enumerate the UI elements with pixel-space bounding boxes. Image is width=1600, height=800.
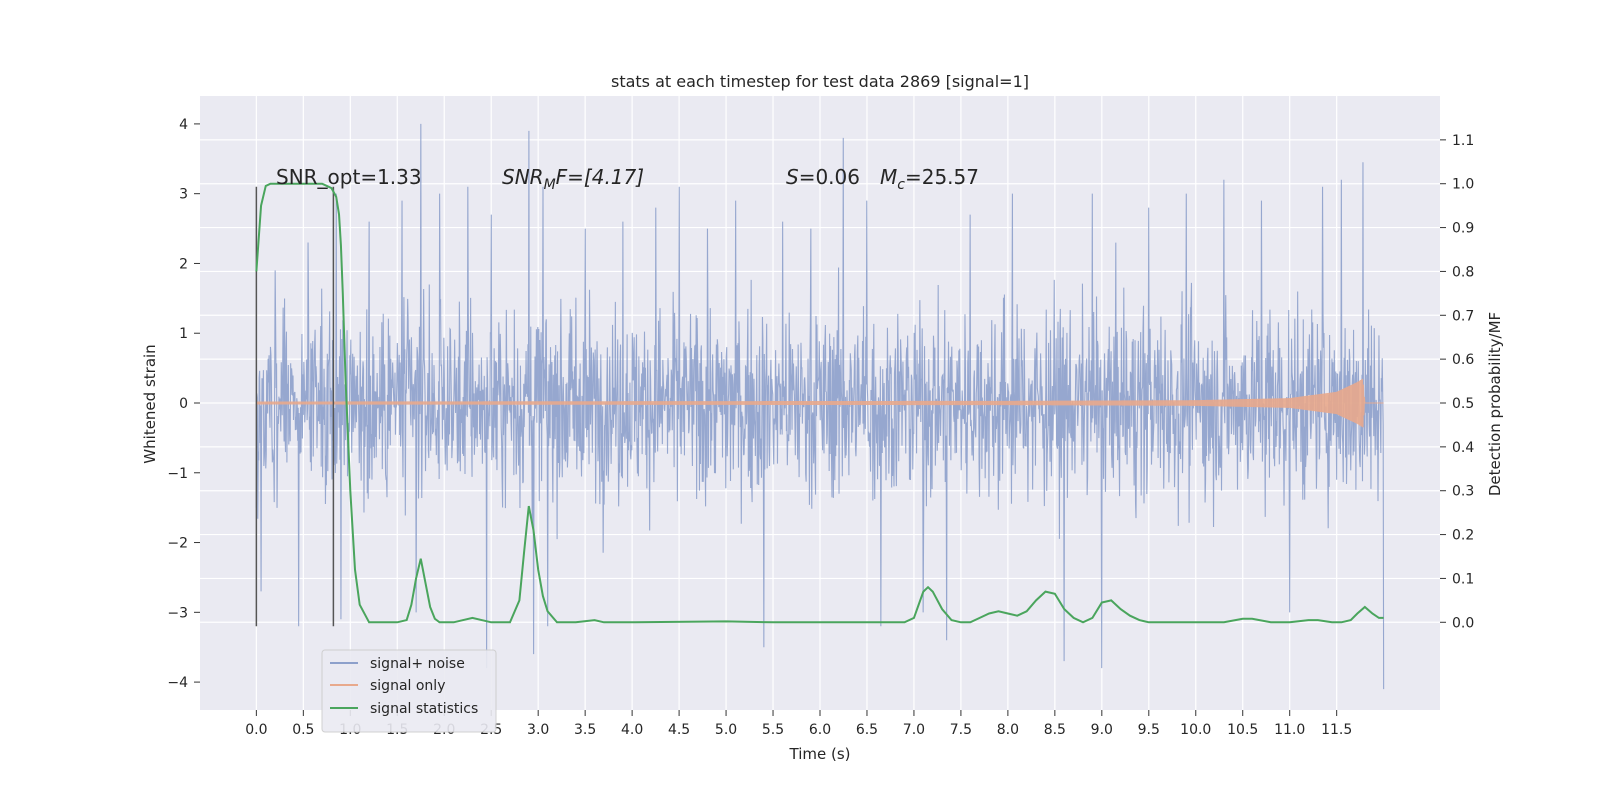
right-y-tick-label: 0.5: [1452, 396, 1474, 412]
x-tick-label: 7.0: [903, 722, 925, 738]
left-y-axis-ticks: −4 −3 −2 −1 0 1 2 3 4: [167, 117, 200, 691]
x-tick-label: 0.5: [292, 722, 314, 738]
legend-box: [321, 649, 497, 733]
right-y-tick-label: 0.2: [1452, 528, 1474, 544]
right-y-tick-label: 1.1: [1452, 133, 1474, 149]
right-y-tick-label: 1.0: [1452, 177, 1474, 193]
signal-noise-series: [255, 123, 1385, 690]
signal-statistics-series: [255, 182, 1384, 624]
x-tick-label: 9.5: [1138, 722, 1160, 738]
y-axis-label: Whitened strain: [141, 344, 159, 463]
legend-label-statistics: signal statistics: [370, 701, 478, 717]
signal-only-series: [255, 378, 1384, 428]
annotation-mc-rest: =25.57: [905, 165, 979, 189]
x-tick-label: 9.0: [1091, 722, 1113, 738]
chart-title: stats at each timestep for test data 286…: [611, 72, 1029, 91]
right-y-tick-label: 0.8: [1452, 264, 1474, 280]
y-tick-label: 4: [179, 117, 188, 133]
annotation-s-main: S: [786, 165, 799, 189]
legend-label-noise: signal+ noise: [370, 656, 465, 672]
y-tick-label: 1: [179, 326, 188, 342]
y-tick-label: 3: [179, 187, 188, 203]
y-tick-label: 2: [179, 256, 188, 272]
right-y-axis-ticks: 0.0 0.1 0.2 0.3 0.4 0.5 0.6 0.7 0.8 0.9 1.0 1.1: [1440, 133, 1474, 631]
annotation-s: S=0.06: [786, 165, 860, 189]
right-y-tick-label: 0.6: [1452, 352, 1474, 368]
signal-only-line: [255, 378, 1384, 428]
legend: signal+ noise signal only signal statist…: [321, 649, 497, 733]
right-y-tick-label: 0.1: [1452, 571, 1474, 587]
x-tick-label: 5.0: [715, 722, 737, 738]
signal-noise-line: [255, 123, 1385, 690]
x-tick-label: 4.5: [668, 722, 690, 738]
x-tick-label: 0.0: [245, 722, 267, 738]
y-tick-label: −3: [167, 605, 188, 621]
annotation-mc-sub: c: [897, 177, 905, 193]
right-y-tick-label: 0.0: [1452, 615, 1474, 631]
x-tick-label: 6.5: [856, 722, 878, 738]
y-tick-label: 0: [179, 396, 188, 412]
legend-label-signal: signal only: [370, 678, 445, 694]
y-axis-right-label: Detection probability/MF: [1486, 312, 1504, 496]
x-tick-label: 11.5: [1321, 722, 1352, 738]
annotation-s-rest: =0.06: [799, 165, 860, 189]
x-tick-label: 6.0: [809, 722, 831, 738]
x-tick-label: 3.5: [574, 722, 596, 738]
signal-statistics-line: [255, 182, 1384, 624]
x-tick-label: 5.5: [762, 722, 784, 738]
annotation-snr-mf-rest: F=[4.17]: [556, 165, 644, 189]
annotation-snr-mf-sub: M: [544, 177, 556, 193]
right-y-tick-label: 0.4: [1452, 440, 1474, 456]
right-y-tick-label: 0.9: [1452, 221, 1474, 237]
right-y-tick-label: 0.7: [1452, 308, 1474, 324]
annotation-mc-main: M: [880, 165, 897, 189]
annotation-snr-opt: SNR_opt=1.33: [276, 165, 422, 189]
x-tick-label: 7.5: [950, 722, 972, 738]
y-tick-label: −4: [167, 675, 188, 691]
x-tick-label: 11.0: [1274, 722, 1305, 738]
x-tick-label: 8.5: [1044, 722, 1066, 738]
right-y-tick-label: 0.3: [1452, 484, 1474, 500]
x-axis-label: Time (s): [789, 745, 851, 763]
y-tick-label: −1: [167, 466, 188, 482]
annotation-snr-mf: SNRMF=[4.17]: [502, 165, 644, 193]
annotation-snr-mf-main: SNR: [502, 165, 544, 189]
x-tick-label: 3.0: [527, 722, 549, 738]
x-tick-label: 10.0: [1180, 722, 1211, 738]
x-tick-label: 10.5: [1227, 722, 1258, 738]
annotation-mc: Mc=25.57: [880, 165, 979, 193]
x-tick-label: 4.0: [621, 722, 643, 738]
y-tick-label: −2: [167, 536, 188, 552]
x-tick-label: 8.0: [997, 722, 1019, 738]
